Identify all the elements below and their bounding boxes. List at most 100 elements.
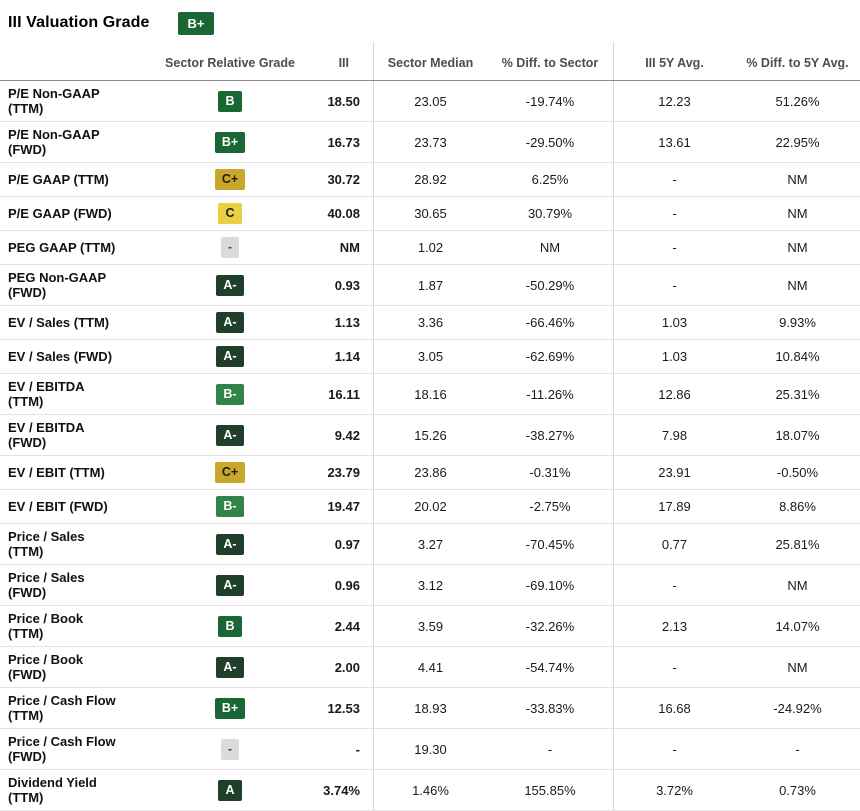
diff-to-sector-value: -2.75% [529,499,571,514]
diff-to-5y-avg-value: 9.93% [779,315,816,330]
grade-cell: - [160,729,300,769]
sector-median-value: 1.87 [373,265,487,305]
diff-to-sector-value: 6.25% [531,172,569,187]
grade-badge[interactable]: B+ [214,131,246,153]
grade-cell: C+ [160,163,300,196]
iii-5y-avg-value: - [613,231,735,264]
diff-to-5y-avg-value: 22.95% [775,134,820,150]
diff-to-sector-value: -0.31% [529,465,571,480]
iii-value: NM [339,240,360,255]
sector-median-value: 3.59 [373,606,487,646]
iii-5y-avg-value: 2.13 [613,606,735,646]
table-row: EV / EBIT (FWD) B- 19.47 20.02 -2.75% 17… [0,490,860,524]
column-header-sector-relative-grade: Sector Relative Grade [165,56,295,70]
grade-badge[interactable]: C+ [214,462,246,483]
column-header-metric [0,42,160,80]
metric-label: EV / EBITDA (FWD) [8,420,85,450]
diff-to-sector-value: -70.45% [525,536,575,552]
iii-value: 23.79 [327,465,360,480]
page-header: III Valuation Grade B+ [0,0,860,42]
table-row: Price / Sales (FWD) A- 0.96 3.12 -69.10%… [0,565,860,606]
sector-median-value: 28.92 [373,163,487,196]
sector-median-value: 1.02 [373,231,487,264]
metric-label: EV / Sales (FWD) [8,349,113,364]
column-header-diff-to-5y-avg: % Diff. to 5Y Avg. [746,56,849,70]
sector-median-value: 3.05 [373,340,487,373]
diff-to-sector-value: NM [539,240,561,255]
grade-badge[interactable]: - [220,237,240,258]
sector-median-value: 30.65 [373,197,487,230]
iii-5y-avg-value: 7.98 [613,415,735,455]
overall-grade-badge[interactable]: B+ [177,11,215,35]
metric-label: P/E Non-GAAP (TTM) [8,86,100,116]
table-row: PEG GAAP (TTM) - NM 1.02 NM - NM [0,231,860,265]
diff-to-5y-avg-value: 25.31% [775,386,820,402]
grade-cell: A- [160,265,300,305]
grade-badge[interactable]: A- [216,574,244,596]
iii-value: 9.42 [334,427,360,443]
grade-badge[interactable]: C [218,203,242,224]
grade-badge[interactable]: C+ [214,169,246,190]
iii-value: 0.97 [334,536,360,552]
metric-label: Price / Sales (TTM) [8,529,85,559]
grade-badge[interactable]: B- [216,496,244,517]
iii-value: 30.72 [327,172,360,187]
sector-median-value: 4.41 [373,647,487,687]
grade-badge[interactable]: B [218,90,242,112]
iii-value: 0.96 [334,577,360,593]
grade-badge[interactable]: B [218,615,242,637]
iii-5y-avg-value: 1.03 [613,340,735,373]
table-row: EV / Sales (TTM) A- 1.13 3.36 -66.46% 1.… [0,306,860,340]
metric-label: P/E GAAP (FWD) [8,206,112,221]
grade-cell: B- [160,490,300,523]
iii-value: 12.53 [327,700,360,716]
iii-5y-avg-value: - [613,565,735,605]
diff-to-sector-value: -66.46% [525,315,575,330]
table-row: EV / EBIT (TTM) C+ 23.79 23.86 -0.31% 23… [0,456,860,490]
iii-5y-avg-value: - [613,163,735,196]
grade-badge[interactable]: A- [216,274,244,296]
iii-5y-avg-value: - [613,729,735,769]
grade-cell: B+ [160,122,300,162]
table-row: P/E Non-GAAP (FWD) B+ 16.73 23.73 -29.50… [0,122,860,163]
sector-median-value: 15.26 [373,415,487,455]
diff-to-5y-avg-value: NM [787,172,808,187]
grade-badge[interactable]: A- [216,656,244,678]
diff-to-5y-avg-value: 18.07% [775,427,820,443]
table-row: P/E GAAP (FWD) C 40.08 30.65 30.79% - NM [0,197,860,231]
sector-median-value: 1.46% [373,770,487,810]
sector-median-value: 3.36 [373,306,487,339]
metric-label: EV / EBIT (FWD) [8,499,108,514]
metric-label: EV / Sales (TTM) [8,315,110,330]
iii-5y-avg-value: - [613,647,735,687]
iii-value: 18.50 [327,93,360,109]
table-body: P/E Non-GAAP (TTM) B 18.50 23.05 -19.74%… [0,81,860,811]
iii-value: 0.93 [334,277,360,293]
metric-label: Dividend Yield (TTM) [8,775,97,805]
iii-5y-avg-value: 12.86 [613,374,735,414]
diff-to-5y-avg-value: NM [787,240,808,255]
iii-value: 40.08 [327,206,360,221]
iii-5y-avg-value: 13.61 [613,122,735,162]
sector-median-value: 23.86 [373,456,487,489]
grade-badge[interactable]: A [218,779,242,801]
table-row: Price / Cash Flow (TTM) B+ 12.53 18.93 -… [0,688,860,729]
diff-to-sector-value: -11.26% [526,386,574,402]
diff-to-sector-value: -69.10% [525,577,575,593]
metric-label: PEG Non-GAAP (FWD) [8,270,106,300]
grade-cell: - [160,231,300,264]
sector-median-value: 23.73 [373,122,487,162]
metric-label: P/E GAAP (TTM) [8,172,109,187]
grade-badge[interactable]: A- [216,424,244,446]
iii-5y-avg-value: 17.89 [613,490,735,523]
grade-badge[interactable]: B- [216,383,244,405]
diff-to-5y-avg-value: 25.81% [775,536,820,552]
grade-badge[interactable]: A- [216,346,244,367]
grade-badge[interactable]: B+ [214,697,246,719]
grade-badge[interactable]: A- [216,533,244,555]
grade-cell: B- [160,374,300,414]
grade-badge[interactable]: A- [216,312,244,333]
metric-label: EV / EBITDA (TTM) [8,379,85,409]
table-row: Price / Sales (TTM) A- 0.97 3.27 -70.45%… [0,524,860,565]
grade-badge[interactable]: - [220,738,240,760]
